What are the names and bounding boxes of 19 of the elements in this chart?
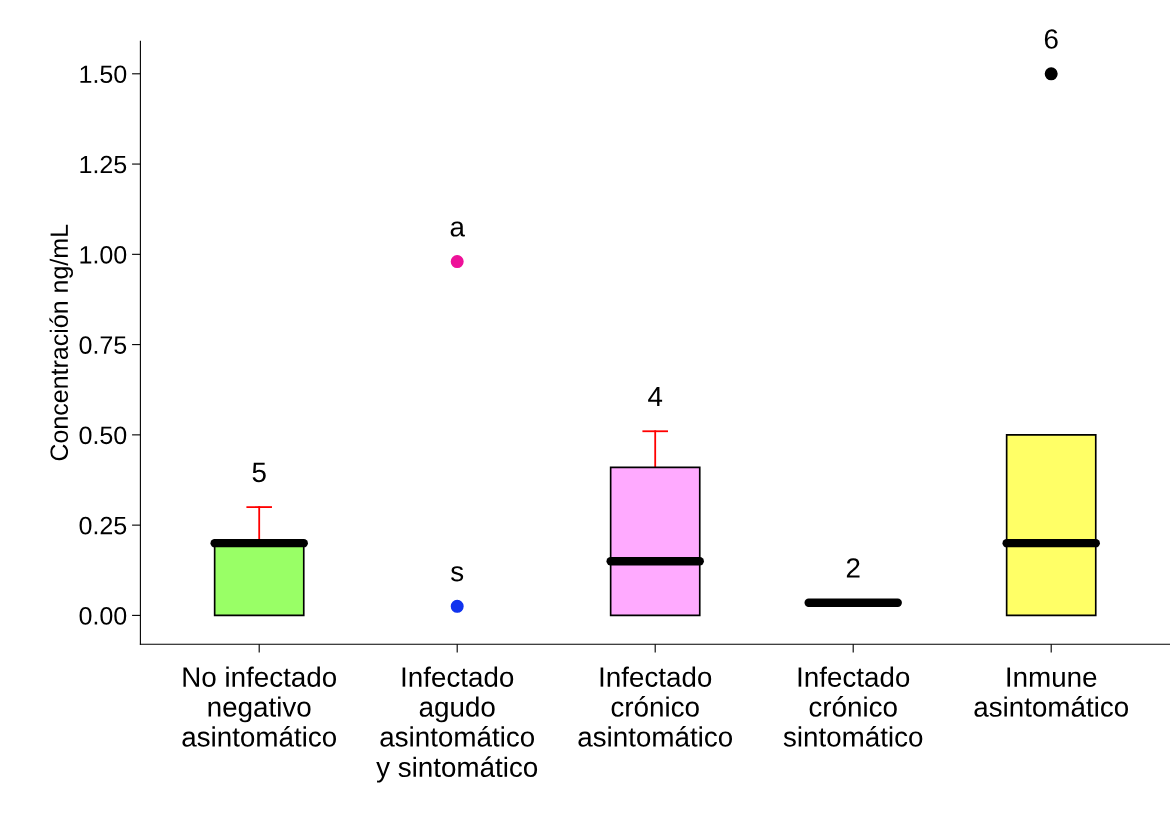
x-tick-label: Infectado crónico sintomático <box>783 666 923 747</box>
y-tick-label: 0.50 <box>79 426 127 445</box>
x-tick-label: Infectado agudo asintomático y sintomático <box>376 666 538 783</box>
y-tick-label: 1.50 <box>80 65 127 84</box>
y-tick-label: 0.25 <box>79 516 127 535</box>
annotation: 2 <box>846 558 860 578</box>
annotation: 6 <box>1044 29 1058 49</box>
annotation: s <box>451 566 464 582</box>
annotation: 5 <box>252 462 266 483</box>
annotation: a <box>450 221 465 237</box>
y-tick-label: 0.00 <box>79 607 127 625</box>
x-tick-label: No infectado negativo asintomático <box>182 666 337 747</box>
annotation: 4 <box>648 386 663 407</box>
x-tick-label: Inmune asintomático <box>974 667 1129 717</box>
x-tick-label: Infectado crónico asintomático <box>578 666 733 747</box>
y-tick-label: 1.25 <box>80 155 127 174</box>
y-axis-title: Concentración ng/mL <box>49 224 73 461</box>
y-tick-label: 0.75 <box>79 336 127 354</box>
y-tick-label: 1.00 <box>80 245 127 264</box>
